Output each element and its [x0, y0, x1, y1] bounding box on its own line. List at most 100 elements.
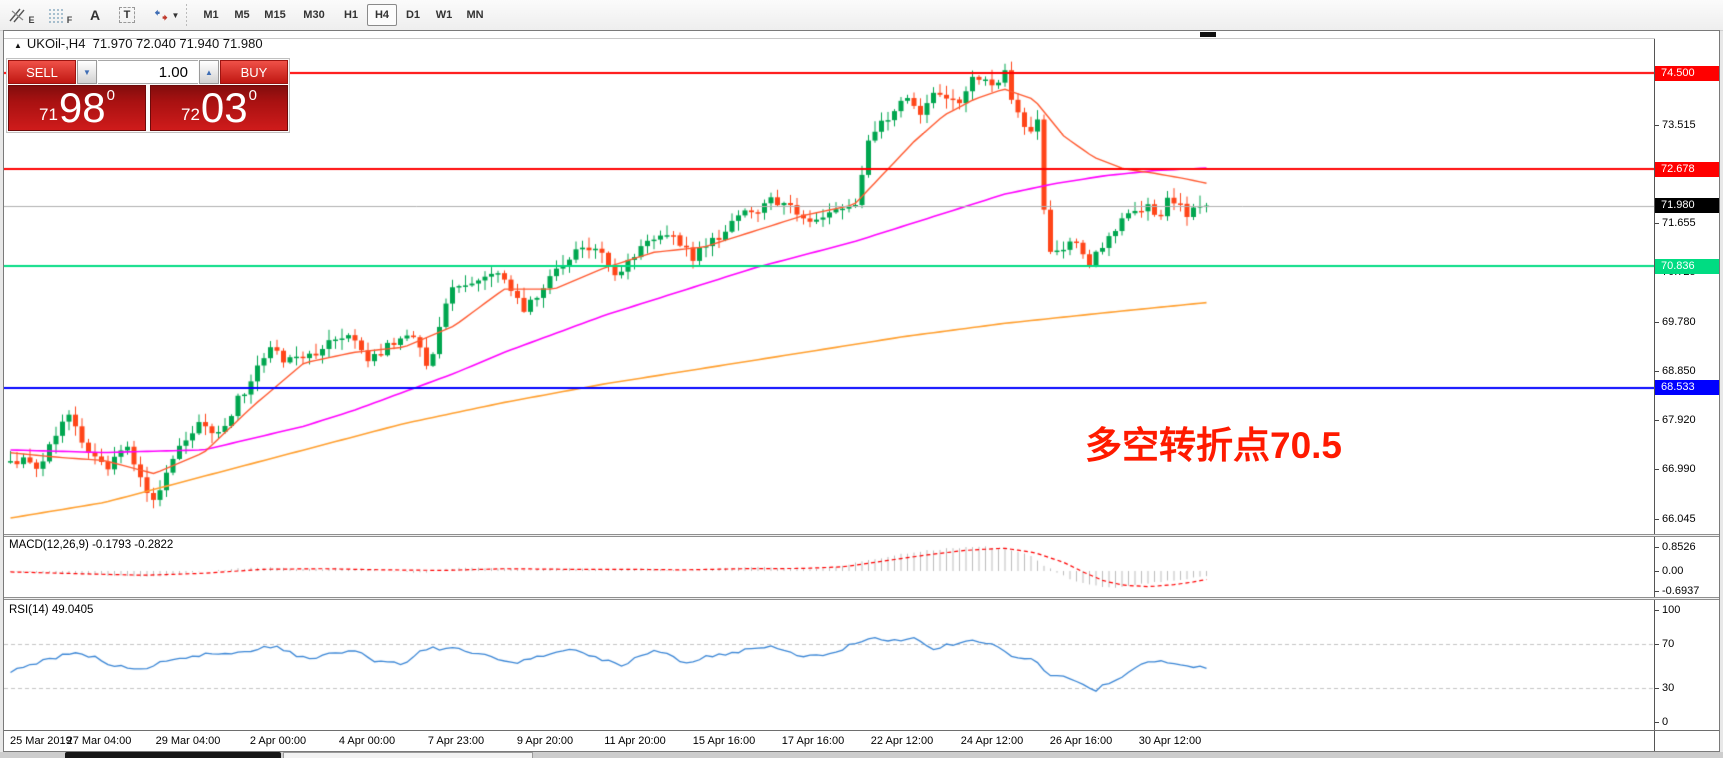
date-label: 17 Apr 16:00 — [781, 735, 845, 747]
chart-scrollbar[interactable] — [4, 31, 1655, 39]
date-label: 2 Apr 00:00 — [249, 735, 307, 747]
tick-mark — [1655, 722, 1659, 723]
macd-tick: -0.6937 — [1662, 584, 1700, 597]
price-axis: 73.51572.58571.65570.72569.78068.85067.9… — [1654, 31, 1719, 751]
rsi-label: RSI(14) 49.0405 — [9, 604, 93, 616]
price-level-badge: 68.533 — [1655, 380, 1719, 396]
sell-price-prefix: 71 — [39, 105, 58, 124]
date-label: 26 Apr 16:00 — [1049, 735, 1113, 747]
text-label-button[interactable]: T — [112, 3, 142, 27]
fibonacci-label: F — [66, 15, 73, 25]
rsi-canvas[interactable] — [4, 600, 1655, 730]
price-tick: 66.045 — [1662, 512, 1696, 525]
rsi-tick: 0 — [1662, 716, 1669, 728]
date-label: 29 Mar 04:00 — [155, 735, 221, 747]
toolbar-separator — [186, 4, 187, 26]
date-label: 30 Apr 12:00 — [1138, 735, 1202, 747]
macd-name: MACD(12,26,9) — [9, 539, 89, 551]
price-level-badge: 72.678 — [1655, 161, 1719, 177]
date-label: 9 Apr 20:00 — [516, 735, 574, 747]
timeframe-d1[interactable]: D1 — [405, 9, 421, 21]
tick-mark — [1655, 610, 1659, 611]
date-label: 24 Apr 12:00 — [960, 735, 1024, 747]
tick-mark — [1655, 125, 1659, 126]
timeframe-mn[interactable]: MN — [466, 9, 484, 21]
price-tick: 68.850 — [1662, 364, 1696, 377]
timeframe-m15[interactable]: M15 — [264, 9, 286, 21]
tick-mark — [1655, 518, 1659, 520]
text-tool-icon: A — [89, 7, 101, 23]
price-tick: 73.515 — [1662, 119, 1696, 131]
chart-text-annotation: 多空转折点70.5 — [1085, 425, 1343, 466]
collapse-arrow-icon[interactable]: ▲ — [14, 41, 22, 50]
price-tick: 69.780 — [1662, 315, 1696, 328]
chart-window: ▲ UKOil-,H4 71.970 72.040 71.940 71.980 S… — [3, 30, 1720, 752]
price-level-badge: 71.980 — [1655, 198, 1719, 214]
sell-button[interactable]: SELL — [8, 60, 76, 84]
trendlines-icon — [9, 8, 26, 23]
timeframe-m30[interactable]: M30 — [303, 9, 325, 21]
macd-canvas[interactable] — [4, 537, 1655, 597]
pane-divider-rsi[interactable] — [4, 597, 1719, 600]
sell-price-display[interactable]: 71 98 0 — [8, 85, 146, 131]
timeframe-h1[interactable]: H1 — [343, 9, 359, 21]
ohlc-values: 71.970 72.040 71.940 71.980 — [92, 36, 263, 51]
rsi-name: RSI(14) — [9, 604, 49, 616]
tick-mark — [1655, 546, 1659, 548]
date-label: 15 Apr 16:00 — [692, 735, 756, 747]
tick-mark — [1655, 468, 1659, 470]
fibonacci-icon — [48, 9, 65, 23]
tick-mark — [1655, 571, 1659, 572]
taskbar-window[interactable] — [283, 752, 533, 758]
date-axis: 25 Mar 2019 27 Mar 04:00 29 Mar 04:00 2 Apr… — [4, 731, 1655, 751]
sell-price-big: 98 — [58, 84, 106, 131]
arrows-icon — [154, 9, 167, 21]
timeframe-h4[interactable]: H4 — [367, 4, 397, 26]
timeframe-m1[interactable]: M1 — [203, 9, 219, 21]
toolbar: E F A T ▼ M1 M5 M15 M30 H1 H4 D1 W1 MN — [0, 0, 1723, 31]
draw-lines-button[interactable]: E — [6, 3, 38, 27]
price-level-badge: 74.500 — [1655, 65, 1719, 81]
macd-label: MACD(12,26,9) -0.1793 -0.2822 — [9, 539, 173, 551]
text-tool-button[interactable]: A — [82, 3, 108, 27]
buy-price-display[interactable]: 72 03 0 — [150, 85, 288, 131]
fibonacci-button[interactable]: F — [44, 3, 76, 27]
scrollbar-thumb[interactable] — [1200, 32, 1216, 37]
buy-price-prefix: 72 — [181, 105, 200, 124]
timeframe-m5[interactable]: M5 — [234, 9, 250, 21]
price-tick: 66.990 — [1662, 462, 1696, 475]
volume-input[interactable] — [98, 60, 198, 84]
timeframe-w1[interactable]: W1 — [435, 9, 453, 21]
tick-mark — [1655, 321, 1659, 323]
date-label: 11 Apr 20:00 — [604, 735, 666, 747]
chart-title: ▲ UKOil-,H4 71.970 72.040 71.940 71.980 — [14, 36, 263, 51]
date-label: 22 Apr 12:00 — [870, 735, 934, 747]
macd-values: -0.1793 -0.2822 — [92, 539, 174, 551]
pane-divider-dates — [4, 730, 1719, 731]
price-tick: 67.920 — [1662, 413, 1696, 426]
taskbar-button[interactable] — [65, 752, 281, 758]
taskbar-strip — [0, 752, 1723, 758]
volume-down-button[interactable]: ▼ — [77, 60, 97, 84]
price-tick: 71.655 — [1662, 217, 1696, 230]
text-label-icon: T — [118, 7, 136, 23]
symbol-period: UKOil-,H4 — [26, 36, 86, 51]
draw-lines-label: E — [28, 15, 35, 25]
tick-mark — [1655, 223, 1659, 225]
tick-mark — [1655, 419, 1659, 421]
buy-price-big: 03 — [200, 84, 248, 131]
price-level-badge: 70.836 — [1655, 258, 1719, 274]
volume-up-button[interactable]: ▲ — [199, 60, 219, 84]
sell-price-sup: 0 — [106, 87, 115, 104]
tick-mark — [1655, 590, 1659, 592]
date-label: 7 Apr 23:00 — [427, 735, 485, 747]
macd-tick: 0.00 — [1662, 565, 1684, 577]
dropdown-caret-icon: ▼ — [171, 10, 180, 20]
rsi-tick: 100 — [1662, 604, 1681, 616]
arrows-tool-button[interactable]: ▼ — [146, 3, 186, 27]
date-label: 25 Mar 2019 — [10, 735, 72, 747]
pane-divider-macd[interactable] — [4, 534, 1719, 537]
date-label: 4 Apr 00:00 — [338, 735, 396, 747]
buy-button[interactable]: BUY — [220, 60, 288, 84]
